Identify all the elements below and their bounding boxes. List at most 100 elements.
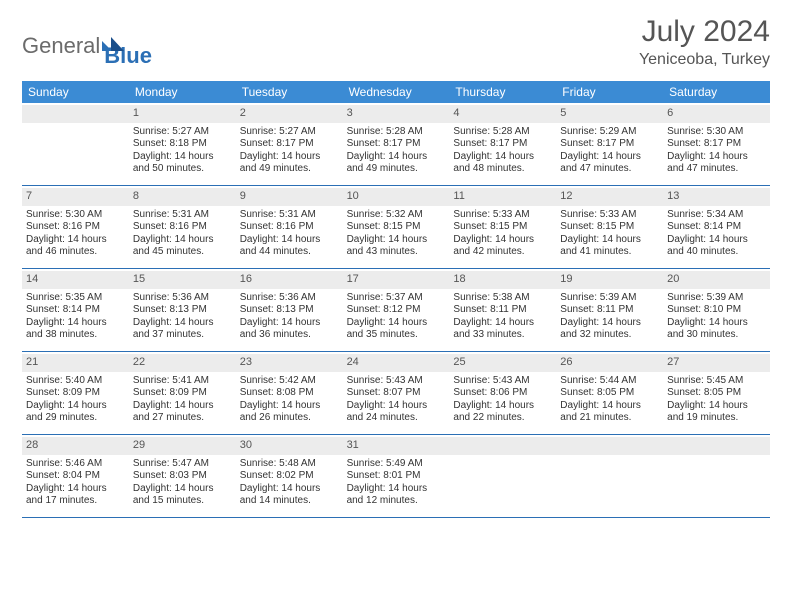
sunset-line: Sunset: 8:04 PM — [26, 470, 125, 483]
sunrise-line: Sunrise: 5:49 AM — [347, 458, 446, 471]
sunset-line: Sunset: 8:12 PM — [347, 304, 446, 317]
day-number: 3 — [343, 105, 450, 123]
daylight-line: Daylight: 14 hours and 43 minutes. — [347, 234, 446, 259]
day-number: 4 — [449, 105, 556, 123]
sunrise-line: Sunrise: 5:33 AM — [560, 209, 659, 222]
sunset-line: Sunset: 8:05 PM — [560, 387, 659, 400]
page-header: General Blue July 2024 Yeniceoba, Turkey — [22, 15, 770, 69]
calendar-day-cell: 10Sunrise: 5:32 AMSunset: 8:15 PMDayligh… — [343, 186, 450, 268]
sunrise-line: Sunrise: 5:39 AM — [560, 292, 659, 305]
calendar-day-cell: 30Sunrise: 5:48 AMSunset: 8:02 PMDayligh… — [236, 435, 343, 517]
day-number: 5 — [556, 105, 663, 123]
sunset-line: Sunset: 8:06 PM — [453, 387, 552, 400]
calendar-day-cell: 3Sunrise: 5:28 AMSunset: 8:17 PMDaylight… — [343, 103, 450, 185]
calendar-day-cell: 28Sunrise: 5:46 AMSunset: 8:04 PMDayligh… — [22, 435, 129, 517]
sunrise-line: Sunrise: 5:37 AM — [347, 292, 446, 305]
sunset-line: Sunset: 8:13 PM — [133, 304, 232, 317]
daylight-line: Daylight: 14 hours and 26 minutes. — [240, 400, 339, 425]
daylight-line: Daylight: 14 hours and 33 minutes. — [453, 317, 552, 342]
sunrise-line: Sunrise: 5:33 AM — [453, 209, 552, 222]
calendar-day-cell: 14Sunrise: 5:35 AMSunset: 8:14 PMDayligh… — [22, 269, 129, 351]
day-number — [556, 437, 663, 455]
day-number: 13 — [663, 188, 770, 206]
daylight-line: Daylight: 14 hours and 45 minutes. — [133, 234, 232, 259]
sunrise-line: Sunrise: 5:43 AM — [453, 375, 552, 388]
calendar-day-cell — [22, 103, 129, 185]
sunset-line: Sunset: 8:17 PM — [347, 138, 446, 151]
sunset-line: Sunset: 8:13 PM — [240, 304, 339, 317]
daylight-line: Daylight: 14 hours and 41 minutes. — [560, 234, 659, 259]
day-number: 1 — [129, 105, 236, 123]
title-block: July 2024 Yeniceoba, Turkey — [639, 15, 770, 69]
calendar-day-cell: 4 Sunrise: 5:28 AMSunset: 8:17 PMDaylight… — [449, 103, 556, 185]
sunset-line: Sunset: 8:16 PM — [133, 221, 232, 234]
calendar-day-cell: 31Sunrise: 5:49 AMSunset: 8:01 PMDayligh… — [343, 435, 450, 517]
daylight-line: Daylight: 14 hours and 30 minutes. — [667, 317, 766, 342]
sunrise-line: Sunrise: 5:41 AM — [133, 375, 232, 388]
sunset-line: Sunset: 8:17 PM — [667, 138, 766, 151]
calendar-day-cell: 23Sunrise: 5:42 AMSunset: 8:08 PMDayligh… — [236, 352, 343, 434]
logo-triangle-icon — [102, 37, 124, 55]
sunrise-line: Sunrise: 5:31 AM — [240, 209, 339, 222]
daylight-line: Daylight: 14 hours and 24 minutes. — [347, 400, 446, 425]
day-number — [663, 437, 770, 455]
calendar-day-cell: 21Sunrise: 5:40 AMSunset: 8:09 PMDayligh… — [22, 352, 129, 434]
day-number: 29 — [129, 437, 236, 455]
day-number: 12 — [556, 188, 663, 206]
day-number: 18 — [449, 271, 556, 289]
calendar-day-cell: 18Sunrise: 5:38 AMSunset: 8:11 PMDayligh… — [449, 269, 556, 351]
calendar-day-cell: 24Sunrise: 5:43 AMSunset: 8:07 PMDayligh… — [343, 352, 450, 434]
sunrise-line: Sunrise: 5:28 AM — [453, 126, 552, 139]
calendar-day-cell: 11Sunrise: 5:33 AMSunset: 8:15 PMDayligh… — [449, 186, 556, 268]
location-name: Yeniceoba, Turkey — [639, 51, 770, 69]
calendar-day-cell: 12Sunrise: 5:33 AMSunset: 8:15 PMDayligh… — [556, 186, 663, 268]
weekday-header: Sunday — [22, 81, 129, 103]
sunset-line: Sunset: 8:17 PM — [453, 138, 552, 151]
day-number: 14 — [22, 271, 129, 289]
day-number: 8 — [129, 188, 236, 206]
day-number: 28 — [22, 437, 129, 455]
sunrise-line: Sunrise: 5:36 AM — [133, 292, 232, 305]
daylight-line: Daylight: 14 hours and 32 minutes. — [560, 317, 659, 342]
sunset-line: Sunset: 8:01 PM — [347, 470, 446, 483]
calendar-day-cell — [663, 435, 770, 517]
sunset-line: Sunset: 8:09 PM — [133, 387, 232, 400]
weekday-header: Friday — [556, 81, 663, 103]
daylight-line: Daylight: 14 hours and 48 minutes. — [453, 151, 552, 176]
sunset-line: Sunset: 8:11 PM — [560, 304, 659, 317]
sunrise-line: Sunrise: 5:28 AM — [347, 126, 446, 139]
day-number: 2 — [236, 105, 343, 123]
day-number: 20 — [663, 271, 770, 289]
day-number — [22, 105, 129, 123]
calendar-day-cell: 16Sunrise: 5:36 AMSunset: 8:13 PMDayligh… — [236, 269, 343, 351]
sunrise-line: Sunrise: 5:47 AM — [133, 458, 232, 471]
sunset-line: Sunset: 8:18 PM — [133, 138, 232, 151]
sunset-line: Sunset: 8:14 PM — [667, 221, 766, 234]
daylight-line: Daylight: 14 hours and 12 minutes. — [347, 483, 446, 508]
sunrise-line: Sunrise: 5:40 AM — [26, 375, 125, 388]
calendar-day-cell: 27Sunrise: 5:45 AMSunset: 8:05 PMDayligh… — [663, 352, 770, 434]
day-number: 15 — [129, 271, 236, 289]
weekday-header: Saturday — [663, 81, 770, 103]
sunset-line: Sunset: 8:02 PM — [240, 470, 339, 483]
day-number — [449, 437, 556, 455]
sunrise-line: Sunrise: 5:39 AM — [667, 292, 766, 305]
weekday-header: Thursday — [449, 81, 556, 103]
daylight-line: Daylight: 14 hours and 37 minutes. — [133, 317, 232, 342]
daylight-line: Daylight: 14 hours and 15 minutes. — [133, 483, 232, 508]
daylight-line: Daylight: 14 hours and 35 minutes. — [347, 317, 446, 342]
sunrise-line: Sunrise: 5:35 AM — [26, 292, 125, 305]
sunrise-line: Sunrise: 5:30 AM — [26, 209, 125, 222]
day-number: 9 — [236, 188, 343, 206]
calendar-day-cell — [449, 435, 556, 517]
calendar-day-cell: 1Sunrise: 5:27 AMSunset: 8:18 PMDaylight… — [129, 103, 236, 185]
sunset-line: Sunset: 8:16 PM — [240, 221, 339, 234]
sunset-line: Sunset: 8:14 PM — [26, 304, 125, 317]
weekday-header: Tuesday — [236, 81, 343, 103]
calendar-week: 14 Sunrise: 5:35 AMSunset: 8:14 PM Dayligh… — [22, 269, 770, 352]
sunrise-line: Sunrise: 5:42 AM — [240, 375, 339, 388]
sunrise-line: Sunrise: 5:30 AM — [667, 126, 766, 139]
daylight-line: Daylight: 14 hours and 50 minutes. — [133, 151, 232, 176]
calendar-day-cell: 19Sunrise: 5:39 AMSunset: 8:11 PMDayligh… — [556, 269, 663, 351]
sunrise-line: Sunrise: 5:29 AM — [560, 126, 659, 139]
